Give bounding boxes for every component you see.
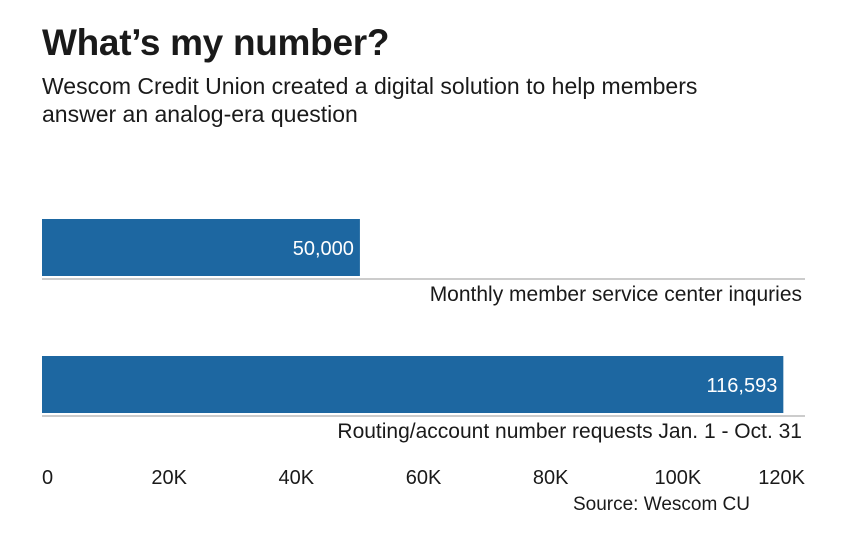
x-tick-label: 80K <box>533 467 569 489</box>
x-tick-label: 120K <box>758 467 805 489</box>
chart-title: What’s my number? <box>42 22 390 63</box>
x-tick-label: 60K <box>406 467 442 489</box>
bar <box>42 356 784 413</box>
category-label: Routing/account number requests Jan. 1 -… <box>337 420 802 443</box>
source-note: Source: Wescom CU <box>572 494 750 515</box>
x-tick-label: 100K <box>654 467 701 489</box>
bar <box>42 219 360 276</box>
bar-value-label: 50,000 <box>293 238 354 260</box>
x-tick-label: 20K <box>151 467 187 489</box>
chart-subtitle: Wescom Credit Union created a digital so… <box>42 73 698 127</box>
category-label: Monthly member service center inquries <box>430 283 802 306</box>
bar-value-label: 116,593 <box>707 375 778 397</box>
x-tick-label: 40K <box>279 467 315 489</box>
x-tick-label: 0 <box>42 467 53 489</box>
